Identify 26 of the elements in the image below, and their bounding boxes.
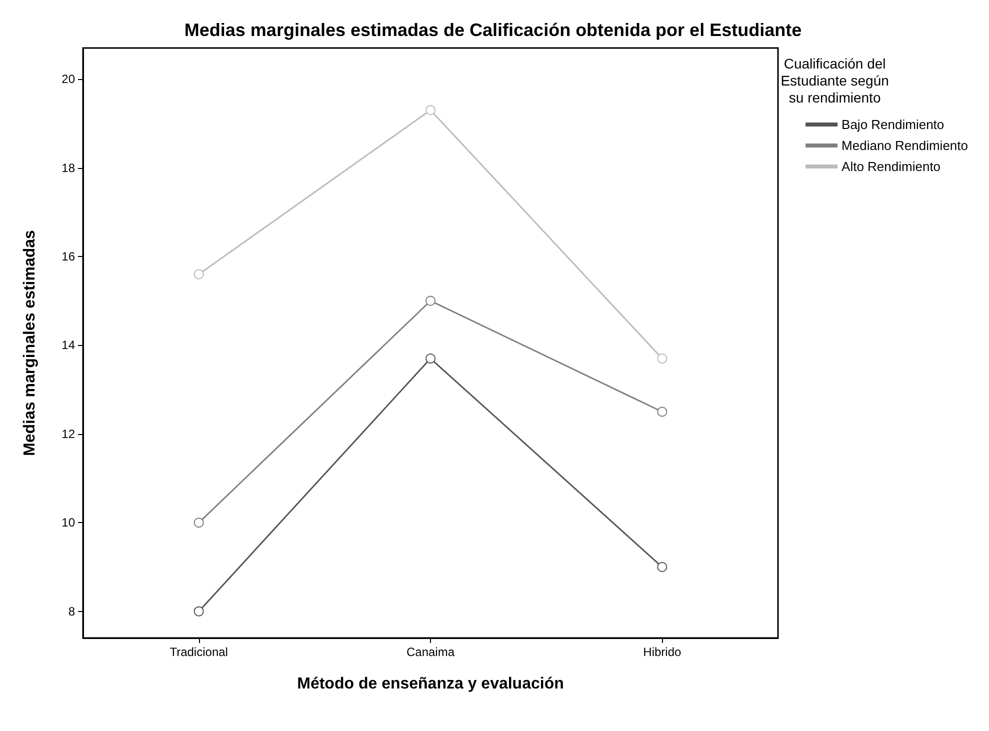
point <box>426 354 436 364</box>
legend-label: Bajo Rendimiento <box>842 117 944 132</box>
x-tick-label: Tradicional <box>170 645 228 659</box>
y-tick-label: 16 <box>62 249 76 264</box>
y-axis-title: Medias marginales estimadas <box>22 230 38 456</box>
x-tick-label: Canaima <box>406 645 455 659</box>
point <box>194 518 204 528</box>
point <box>194 269 204 280</box>
point <box>657 562 668 572</box>
x-tick-label: Hibrido <box>643 645 682 659</box>
legend-title: Cualificación del Estudiante según su rendimiento <box>780 56 889 106</box>
y-tick-label: 20 <box>62 72 76 86</box>
point <box>657 406 668 417</box>
legend-label: Alto Rendimiento <box>842 159 941 174</box>
point <box>426 296 436 306</box>
y-tick-label: 14 <box>62 338 76 352</box>
point <box>426 105 436 116</box>
y-tick-label: 12 <box>62 426 76 441</box>
y-tick-label: 10 <box>62 516 76 530</box>
y-tick-label: 8 <box>68 604 76 618</box>
x-axis-title: Método de enseñanza y evaluación <box>297 676 564 692</box>
legend-label: Mediano Rendimiento <box>842 138 968 153</box>
y-tick-label: 18 <box>62 160 76 175</box>
chart-title: Medias marginales estimadas de Calificación obtenida por el Estudiante <box>184 20 802 40</box>
point <box>194 606 204 616</box>
point <box>657 354 668 364</box>
